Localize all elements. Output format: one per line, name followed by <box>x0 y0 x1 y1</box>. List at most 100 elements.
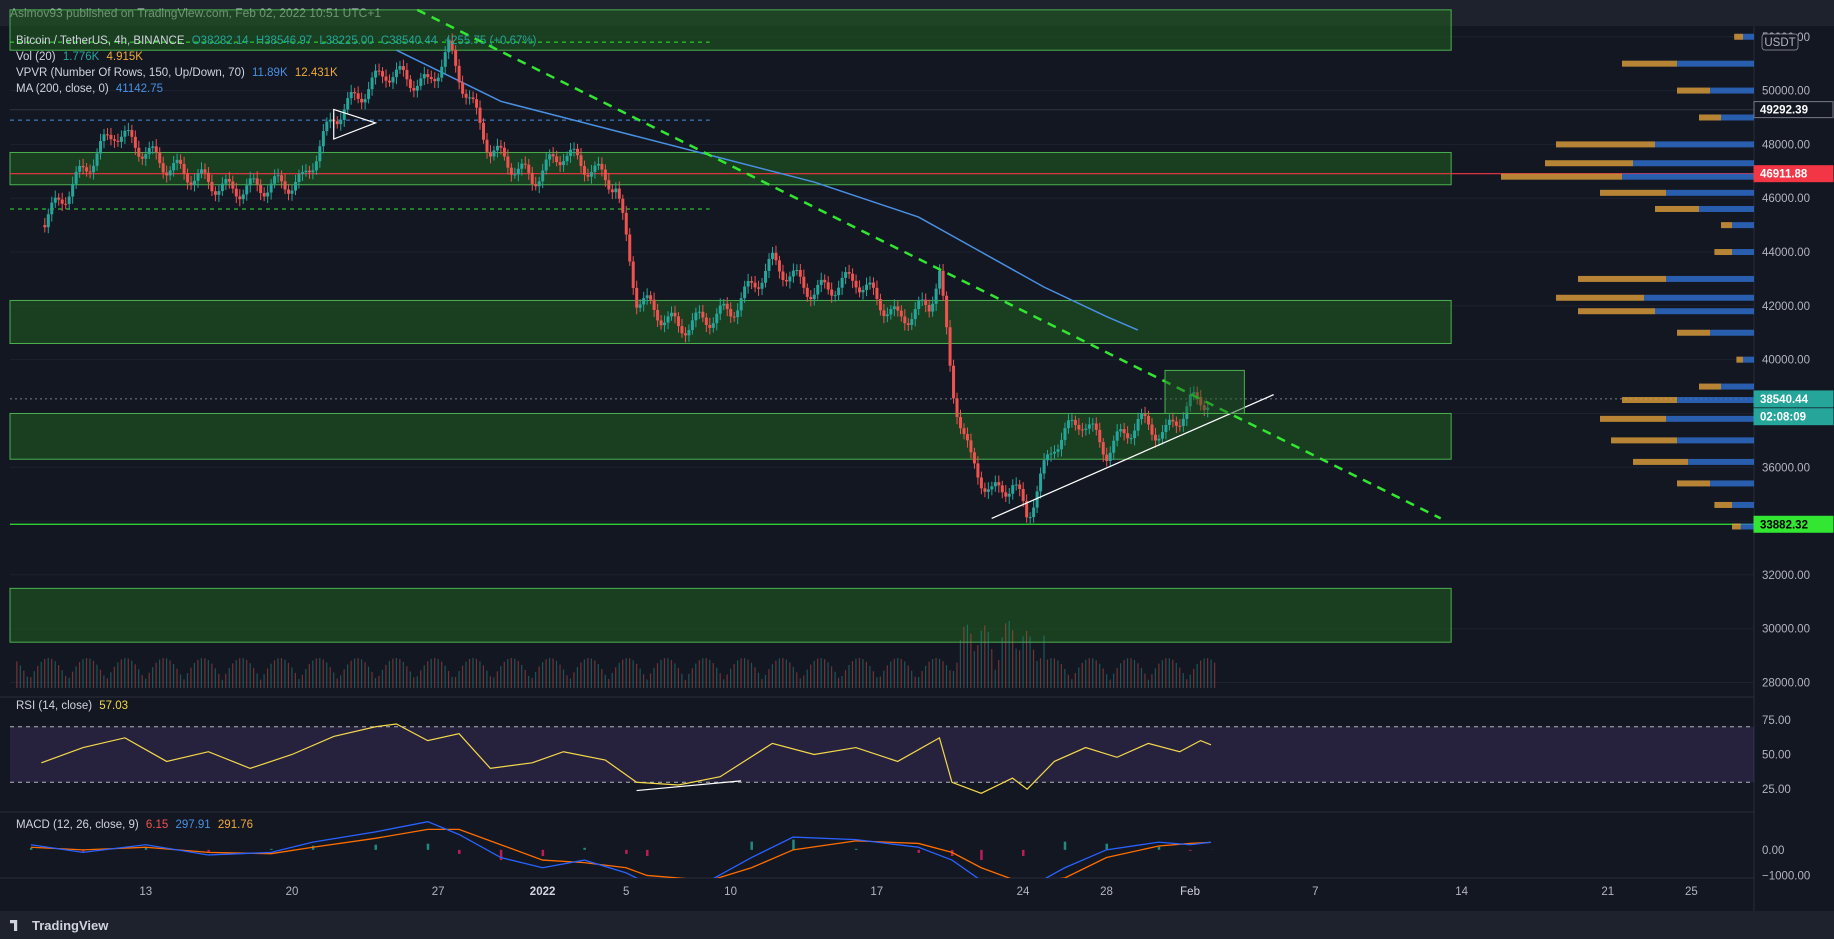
candle-body <box>798 269 802 277</box>
candle-body <box>151 146 155 148</box>
volume-bar <box>542 662 544 688</box>
candle-body <box>809 296 813 300</box>
candle-body <box>1108 452 1112 462</box>
vpvr-row-up <box>1677 397 1754 404</box>
candle-body <box>885 314 889 317</box>
volume-bar <box>336 678 338 688</box>
candle-body <box>802 276 806 288</box>
volume-bar <box>862 659 864 688</box>
candle-body <box>1171 419 1175 422</box>
volume-bar <box>1137 663 1139 688</box>
legend-rsi-label: RSI (14, close) <box>16 700 93 712</box>
vpvr-row-up <box>1732 222 1754 229</box>
volume-bar <box>1092 658 1094 688</box>
volume-bar <box>454 676 457 688</box>
candle-body <box>227 179 231 182</box>
macd-histogram-bar <box>1021 849 1025 856</box>
candle-body <box>50 202 54 215</box>
volume-bar <box>347 664 349 688</box>
consolidation-box <box>1164 369 1245 414</box>
candle-body <box>729 309 733 317</box>
volume-bar <box>374 677 377 688</box>
volume-bar <box>127 658 129 688</box>
candle-body <box>760 282 764 289</box>
volume-bar <box>1012 630 1014 688</box>
volume-bar <box>681 673 683 688</box>
volume-bar <box>642 674 645 688</box>
vpvr-row-up <box>1655 308 1754 315</box>
vpvr-row-down <box>1734 33 1743 40</box>
candle-body <box>464 93 468 98</box>
volume-bar <box>555 660 558 688</box>
volume-bar <box>594 660 596 688</box>
candle-body <box>259 184 263 194</box>
volume-bar <box>1196 663 1198 688</box>
candle-body <box>642 298 646 305</box>
candle-body <box>46 214 50 228</box>
volume-bar <box>1085 659 1087 688</box>
vpvr-row-down <box>1699 383 1721 390</box>
candle-body <box>60 199 64 204</box>
volume-bar <box>155 662 157 688</box>
candle-body <box>917 300 921 310</box>
candle-body <box>631 261 635 288</box>
volume-bar <box>381 669 384 688</box>
volume-bar <box>911 670 913 688</box>
volume-bar <box>601 669 603 688</box>
vpvr-row-down <box>1622 60 1677 67</box>
tradingview-logo[interactable]: TradingView <box>10 918 108 933</box>
candle-body <box>617 188 621 199</box>
macd-histogram-bar <box>1063 841 1067 850</box>
volume-bar <box>1005 623 1007 688</box>
volume-bar <box>837 677 840 688</box>
volume-bar <box>890 661 892 688</box>
candle-body <box>624 212 628 235</box>
candle-body <box>990 486 994 490</box>
volume-bar <box>360 659 363 688</box>
volume-bar <box>218 673 220 688</box>
candle-body <box>708 325 712 328</box>
price-axis-label-bg <box>1753 408 1834 426</box>
candle-body <box>899 310 903 317</box>
volume-bar <box>131 660 133 688</box>
volume-bar <box>427 661 429 688</box>
legend-row-ma: MA (200, close, 0) 41142.75 <box>16 83 163 95</box>
candle-body <box>1066 420 1070 429</box>
volume-bar <box>656 663 659 688</box>
legend-macd-line: 297.91 <box>175 819 211 831</box>
time-tick-label: 27 <box>432 886 445 898</box>
macd-histogram-bar <box>270 848 273 850</box>
volume-bar <box>172 663 175 688</box>
volume-bar <box>1015 648 1017 688</box>
macd-histogram-bar <box>1105 843 1109 850</box>
volume-bar <box>434 658 436 688</box>
candle-body <box>530 172 534 184</box>
legend-close: C38540.44 <box>380 35 438 47</box>
volume-bar <box>176 668 178 688</box>
volume-bar <box>674 663 676 688</box>
volume-bar <box>810 664 812 688</box>
candle-body <box>718 305 722 314</box>
volume-bar <box>416 676 418 688</box>
volume-bar <box>270 663 272 688</box>
macd-histogram-bar <box>750 841 753 850</box>
ma200-line <box>396 49 1139 331</box>
candle-body <box>589 171 593 177</box>
candle-body <box>405 70 409 80</box>
volume-bar <box>451 676 453 688</box>
candle-body <box>1077 424 1081 430</box>
candle-body <box>429 77 433 80</box>
candle-body <box>993 482 997 487</box>
volume-bar <box>528 675 530 688</box>
volume-bar <box>308 664 310 688</box>
time-tick-label: 24 <box>1017 886 1030 898</box>
legend-vpvr-down: 12.431K <box>294 67 338 79</box>
candle-body <box>1129 438 1133 440</box>
price-tick-label: 36000.00 <box>1762 462 1810 474</box>
support-resistance-zone <box>9 9 1452 51</box>
candle-body <box>840 277 844 288</box>
candle-body <box>307 170 311 173</box>
vpvr-row-up <box>1666 415 1754 422</box>
candle-body <box>920 299 924 301</box>
